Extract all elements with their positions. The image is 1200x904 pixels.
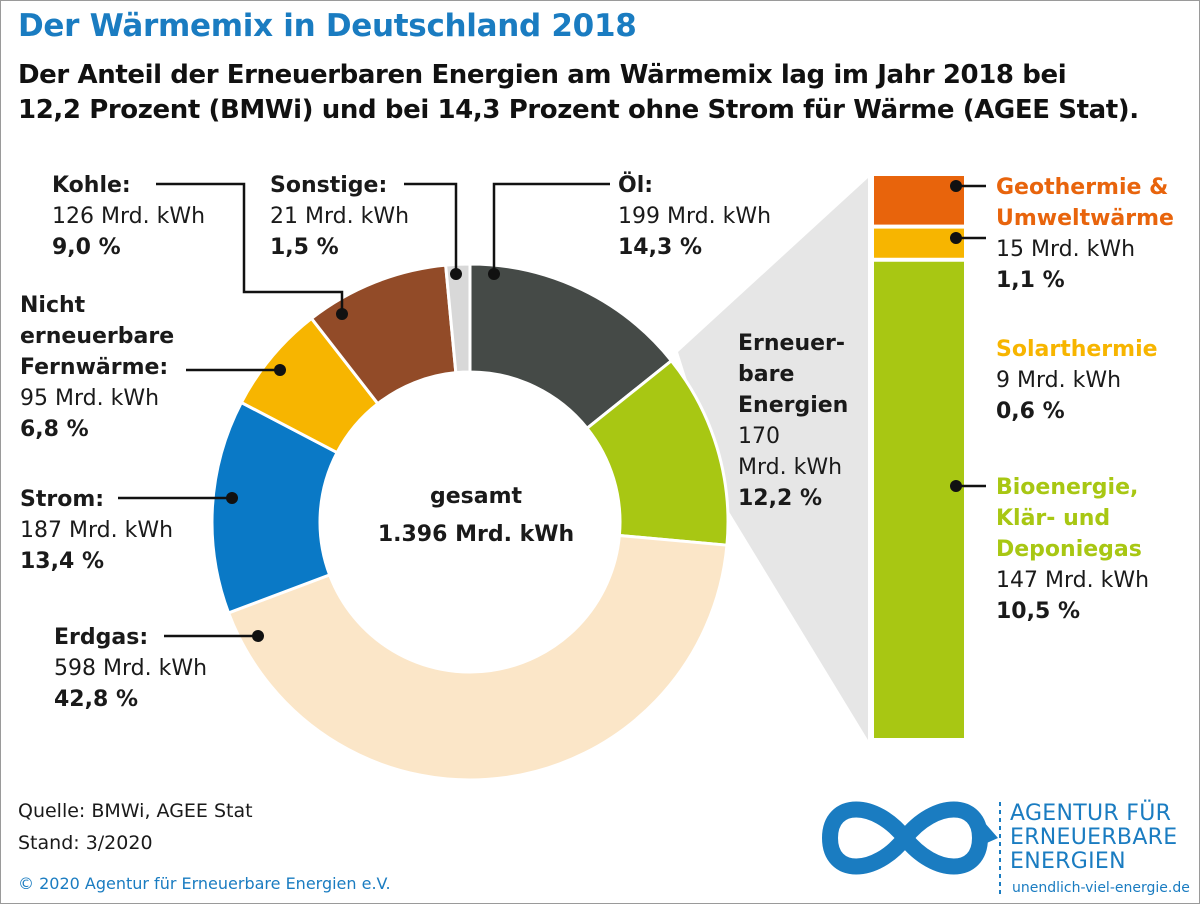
logo-line-2: ERNEUERBARE — [1010, 825, 1178, 850]
label-oel-value: 199 Mrd. kWh — [618, 204, 772, 229]
label-strom-name: Strom: — [20, 487, 105, 512]
logo-line-1: AGENTUR FÜR — [1010, 801, 1172, 826]
logo-line-3: ENERGIEN — [1010, 849, 1126, 874]
bar-segment-solarthermie — [874, 228, 964, 258]
label-ee-value-2: Mrd. kWh — [738, 455, 843, 480]
label-sonstige: Sonstige: 21 Mrd. kWh 1,5 % — [270, 170, 409, 263]
copyright-note: © 2020 Agentur für Erneuerbare Energien … — [18, 874, 391, 893]
label-fernwaerme-name-2: erneuerbare — [20, 324, 175, 349]
subtitle-line-2: 12,2 Prozent (BMWi) und bei 14,3 Prozent… — [18, 95, 1139, 125]
label-ee-name-3: Energien — [738, 393, 849, 418]
expansion-wedge — [678, 178, 868, 740]
leader-dot-geothermie — [950, 180, 962, 192]
leader-line-sonstige — [404, 182, 458, 274]
label-fernwaerme-percent: 6,8 % — [20, 417, 89, 442]
stand-note: Stand: 3/2020 — [18, 832, 153, 854]
label-oel: Öl: 199 Mrd. kWh 14,3 % — [618, 170, 771, 263]
leader-dot-erdgas — [252, 630, 264, 642]
label-kohle-percent: 9,0 % — [52, 235, 121, 260]
label-solar-value: 9 Mrd. kWh — [996, 368, 1122, 393]
label-strom-percent: 13,4 % — [20, 549, 104, 574]
label-sonstige-percent: 1,5 % — [270, 235, 339, 260]
label-fernwaerme-name-3: Fernwärme: — [20, 355, 169, 380]
label-geo-percent: 1,1 % — [996, 268, 1065, 293]
center-label-line-2: 1.396 Mrd. kWh — [377, 522, 575, 547]
label-erdgas-value: 598 Mrd. kWh — [54, 656, 208, 681]
label-erdgas: Erdgas: 598 Mrd. kWh 42,8 % — [54, 622, 207, 715]
label-solar-percent: 0,6 % — [996, 399, 1065, 424]
label-ee-name-1: Erneuer- — [738, 331, 846, 356]
agency-logo-text: AGENTUR FÜR ERNEUERBARE ENERGIEN — [1010, 802, 1177, 874]
label-geothermie: Geothermie & Umweltwärme 15 Mrd. kWh 1,1… — [996, 172, 1174, 296]
donut-chart — [210, 262, 730, 782]
label-bio-percent: 10,5 % — [996, 599, 1080, 624]
label-fernwaerme-value: 95 Mrd. kWh — [20, 386, 160, 411]
leader-dot-fernwaerme — [274, 364, 286, 376]
chart-subtitle: Der Anteil der Erneuerbaren Energien am … — [18, 58, 1178, 128]
label-ee-percent: 12,2 % — [738, 486, 822, 511]
label-geo-value: 15 Mrd. kWh — [996, 237, 1136, 262]
label-bio-name-2: Klär- und — [996, 506, 1111, 531]
label-ee-value-1: 170 — [738, 424, 780, 449]
leader-dot-kohle — [336, 308, 348, 320]
label-kohle: Kohle: 126 Mrd. kWh 9,0 % — [52, 170, 205, 263]
agency-website: unendlich-viel-energie.de — [1012, 880, 1190, 896]
label-bio-name-1: Bioenergie, — [996, 475, 1139, 500]
label-strom-value: 187 Mrd. kWh — [20, 518, 174, 543]
label-solar-name: Solarthermie — [996, 337, 1158, 362]
center-label-line-1: gesamt — [429, 484, 523, 509]
leader-dot-sonstige — [450, 268, 462, 280]
label-bio-name-3: Deponiegas — [996, 537, 1142, 562]
label-erneuerbare: Erneuer- bare Energien 170 Mrd. kWh 12,2… — [738, 328, 848, 514]
label-oel-name: Öl: — [618, 173, 654, 198]
leader-dot-solarthermie — [950, 232, 962, 244]
bar-segment-geothermie-umweltw-rme — [874, 176, 964, 225]
source-note: Quelle: BMWi, AGEE Stat — [18, 800, 253, 822]
leader-dot-oel — [488, 268, 500, 280]
label-oel-percent: 14,3 % — [618, 235, 702, 260]
label-strom: Strom: 187 Mrd. kWh 13,4 % — [20, 484, 173, 577]
chart-title: Der Wärmemix in Deutschland 2018 — [18, 8, 637, 44]
label-erdgas-name: Erdgas: — [54, 625, 149, 650]
label-solarthermie: Solarthermie 9 Mrd. kWh 0,6 % — [996, 334, 1158, 427]
leader-line-kohle — [156, 182, 344, 314]
label-geo-name-2: Umweltwärme — [996, 206, 1174, 231]
stacked-bar — [874, 176, 964, 738]
label-geo-name-1: Geothermie & — [996, 175, 1169, 200]
donut-slice-sonstige — [444, 262, 472, 375]
label-bio-value: 147 Mrd. kWh — [996, 568, 1150, 593]
label-sonstige-name: Sonstige: — [270, 173, 388, 198]
label-ee-name-2: bare — [738, 362, 795, 387]
label-bioenergie: Bioenergie, Klär- und Deponiegas 147 Mrd… — [996, 472, 1149, 627]
bar-segment-bioenergie-kl-r-und-deponiegas — [874, 261, 964, 738]
label-fernwaerme-name-1: Nicht — [20, 293, 86, 318]
leader-dot-bioenergie — [950, 480, 962, 492]
label-kohle-name: Kohle: — [52, 173, 131, 198]
leader-lines — [118, 180, 986, 642]
label-erdgas-percent: 42,8 % — [54, 687, 138, 712]
subtitle-line-1: Der Anteil der Erneuerbaren Energien am … — [18, 60, 1067, 90]
donut-center-label: gesamt 1.396 Mrd. kWh — [356, 478, 596, 554]
agency-logo-symbol — [822, 801, 998, 875]
label-fernwaerme: Nicht erneuerbare Fernwärme: 95 Mrd. kWh… — [20, 290, 174, 445]
leader-dot-strom — [226, 492, 238, 504]
label-sonstige-value: 21 Mrd. kWh — [270, 204, 410, 229]
leader-line-oel — [492, 182, 610, 274]
donut-slice-erdgas — [226, 533, 729, 782]
label-kohle-value: 126 Mrd. kWh — [52, 204, 206, 229]
